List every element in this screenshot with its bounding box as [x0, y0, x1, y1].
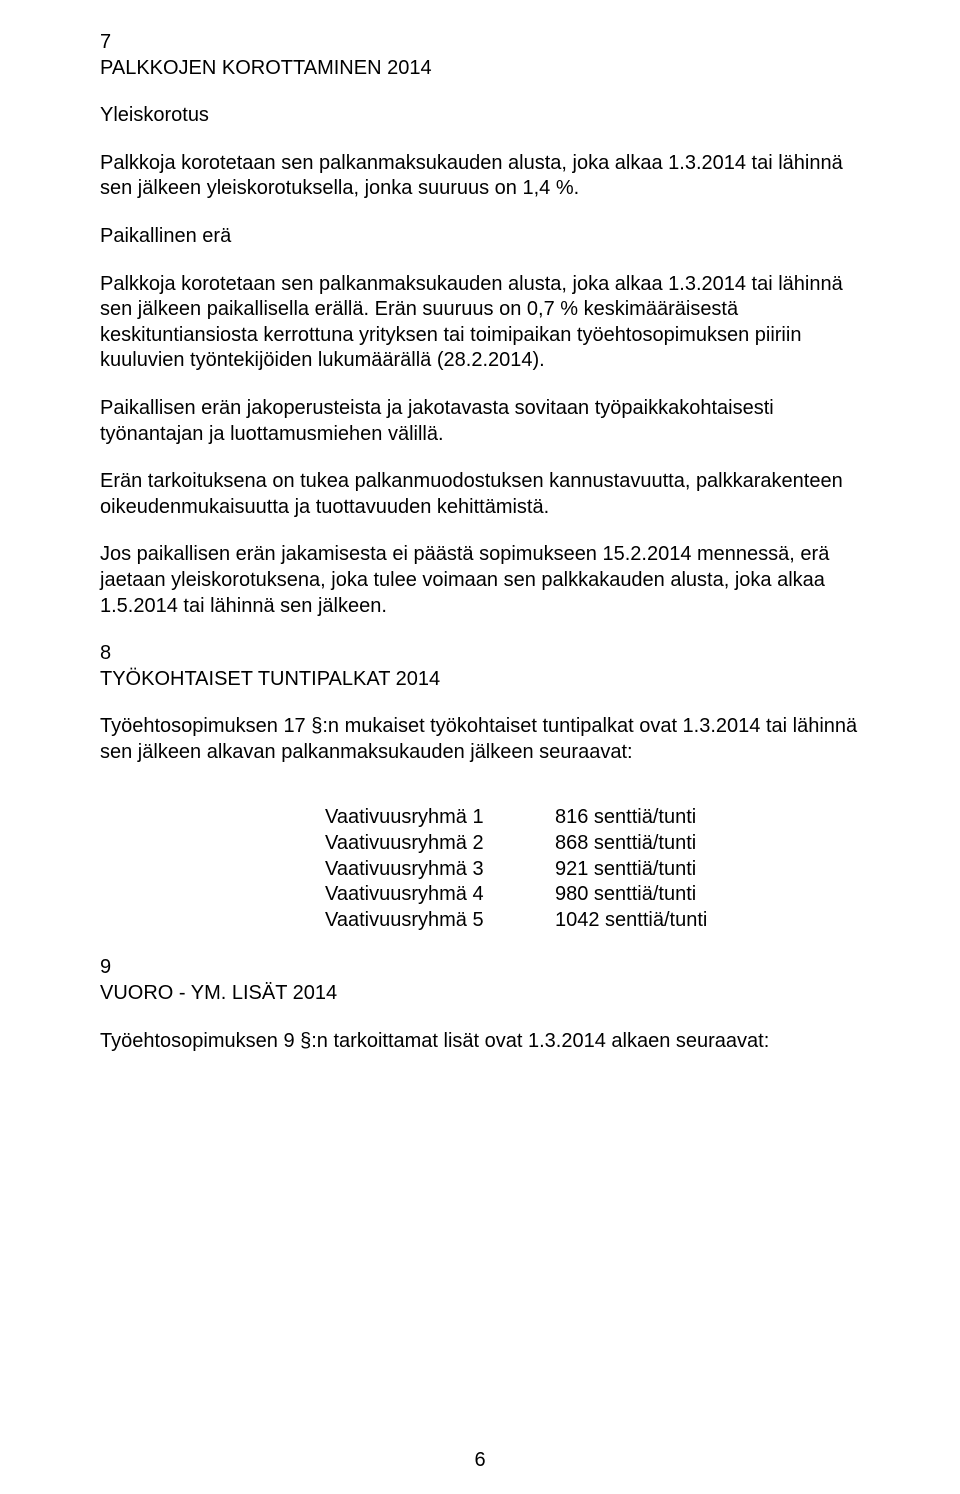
page-number: 6 [0, 1448, 960, 1474]
wage-row-label: Vaativuusryhmä 4 [325, 882, 555, 908]
section-7-sub2-para-3: Erän tarkoituksena on tukea palkanmuodos… [100, 469, 860, 520]
wage-row-value: 921 senttiä/tunti [555, 857, 860, 883]
wage-row-label: Vaativuusryhmä 2 [325, 831, 555, 857]
section-8-heading: TYÖKOHTAISET TUNTIPALKAT 2014 [100, 667, 860, 693]
section-7-sub2-para-1: Palkkoja korotetaan sen palkanmaksukaude… [100, 272, 860, 374]
spacer [100, 933, 860, 955]
section-7-sub2-para-4: Jos paikallisen erän jakamisesta ei pääs… [100, 542, 860, 619]
section-7-sub2-para-2: Paikallisen erän jakoperusteista ja jako… [100, 396, 860, 447]
section-7-sub1-para-1: Palkkoja korotetaan sen palkanmaksukaude… [100, 151, 860, 202]
wage-row-label: Vaativuusryhmä 1 [325, 805, 555, 831]
wage-row-value: 816 senttiä/tunti [555, 805, 860, 831]
wage-table: Vaativuusryhmä 1 Vaativuusryhmä 2 Vaativ… [325, 805, 860, 933]
section-9-number: 9 [100, 955, 860, 981]
wage-row-value: 980 senttiä/tunti [555, 882, 860, 908]
section-8-para-1: Työehtosopimuksen 17 §:n mukaiset työkoh… [100, 714, 860, 765]
section-7-subheading-2: Paikallinen erä [100, 224, 860, 250]
section-9-heading: VUORO - YM. LISÄT 2014 [100, 981, 860, 1007]
wage-row-label: Vaativuusryhmä 5 [325, 908, 555, 934]
section-9-para-1: Työehtosopimuksen 9 §:n tarkoittamat lis… [100, 1029, 860, 1055]
section-7-heading: PALKKOJEN KOROTTAMINEN 2014 [100, 56, 860, 82]
document-page: 7 PALKKOJEN KOROTTAMINEN 2014 Yleiskorot… [0, 0, 960, 1494]
spacer [100, 787, 860, 805]
wage-table-values: 816 senttiä/tunti 868 senttiä/tunti 921 … [555, 805, 860, 933]
wage-row-label: Vaativuusryhmä 3 [325, 857, 555, 883]
section-7-subheading-1: Yleiskorotus [100, 103, 860, 129]
wage-row-value: 868 senttiä/tunti [555, 831, 860, 857]
section-8-number: 8 [100, 641, 860, 667]
section-7-number: 7 [100, 30, 860, 56]
wage-row-value: 1042 senttiä/tunti [555, 908, 860, 934]
wage-table-labels: Vaativuusryhmä 1 Vaativuusryhmä 2 Vaativ… [325, 805, 555, 933]
